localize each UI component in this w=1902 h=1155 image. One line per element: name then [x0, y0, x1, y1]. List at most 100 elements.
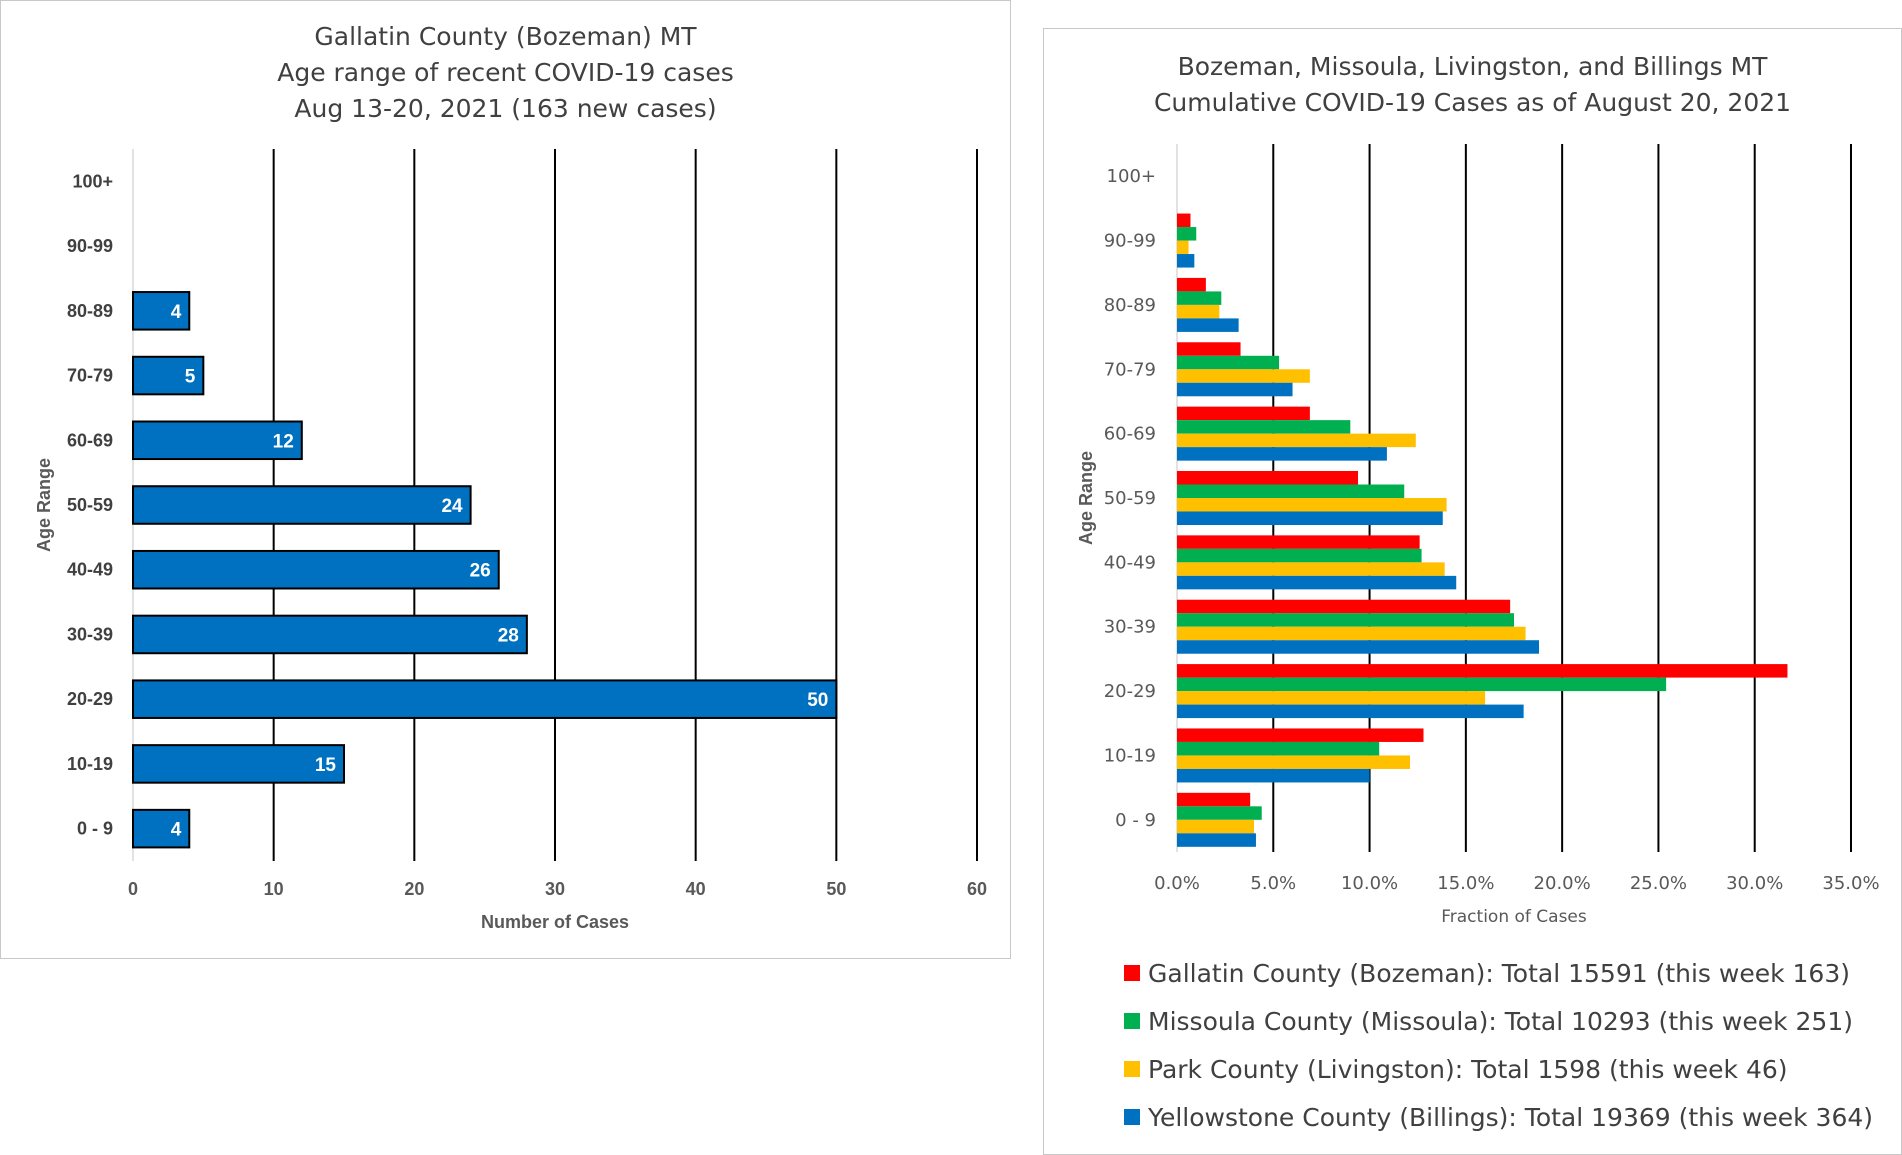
x-tick-label: 60	[967, 879, 987, 899]
y-tick-label: 60-69	[1104, 424, 1156, 445]
y-tick-label: 100+	[72, 171, 113, 191]
y-tick-label: 10-19	[1104, 745, 1156, 766]
bar	[1177, 741, 1380, 756]
bar	[1177, 498, 1447, 512]
bar-data-label: 28	[498, 625, 519, 646]
legend-swatch	[1124, 1013, 1140, 1029]
bar	[1177, 342, 1241, 356]
bar	[1177, 806, 1262, 820]
x-tick-label: 30.0%	[1726, 873, 1783, 894]
x-tick-label: 20	[404, 879, 424, 899]
bar	[1177, 562, 1445, 576]
y-tick-label: 70-79	[1104, 359, 1156, 380]
x-tick-label: 10.0%	[1341, 873, 1398, 894]
bar	[1177, 599, 1511, 614]
x-tick-label: 5.0%	[1250, 873, 1296, 894]
bar-data-label: 26	[470, 561, 491, 582]
bar-data-label: 4	[171, 820, 182, 841]
bar	[132, 614, 528, 655]
x-tick-label: 0	[128, 879, 138, 899]
bar	[1177, 833, 1256, 847]
bar	[1177, 728, 1424, 742]
y-axis-label: Age Range	[1076, 451, 1096, 545]
x-tick-label: 35.0%	[1822, 873, 1879, 894]
legend-swatch	[1124, 965, 1140, 981]
x-tick-label: 15.0%	[1437, 873, 1494, 894]
legend-label: Gallatin County (Bozeman): Total 15591 (…	[1148, 958, 1851, 988]
x-tick-label: 25.0%	[1630, 873, 1687, 894]
bar	[1177, 704, 1524, 719]
bar	[1177, 240, 1189, 255]
bar	[1177, 792, 1251, 807]
bar	[1177, 369, 1310, 383]
y-tick-label: 10-19	[67, 754, 113, 774]
bar	[1177, 511, 1443, 525]
bar	[1177, 471, 1359, 485]
bar	[1177, 447, 1387, 461]
x-axis-label: Fraction of Cases	[1441, 907, 1587, 927]
bar	[1177, 664, 1788, 678]
bar-data-label: 4	[171, 302, 182, 323]
legend-swatch	[1124, 1061, 1140, 1077]
bar	[132, 355, 205, 396]
bar	[1177, 755, 1411, 769]
legend-label: Yellowstone County (Billings): Total 193…	[1148, 1102, 1874, 1132]
y-tick-label: 90-99	[67, 236, 113, 256]
bar	[1177, 420, 1351, 434]
bar	[1177, 382, 1293, 397]
y-tick-label: 90-99	[1104, 231, 1156, 252]
left-chart-title: Gallatin County (Bozeman) MT Age range o…	[1, 19, 1010, 127]
bar	[1177, 227, 1197, 241]
bar	[1177, 819, 1255, 834]
legend-label: Missoula County (Missoula): Total 10293 …	[1148, 1006, 1853, 1036]
bar	[1177, 277, 1206, 292]
y-tick-label: 20-29	[67, 689, 113, 709]
x-tick-label: 20.0%	[1534, 873, 1591, 894]
y-tick-label: 30-39	[67, 624, 113, 644]
bar	[132, 549, 500, 590]
bar-data-label: 12	[273, 431, 294, 452]
legend-swatch	[1124, 1109, 1140, 1125]
bar	[1177, 677, 1667, 692]
x-tick-label: 40	[686, 879, 706, 899]
y-axis-label: Age Range	[34, 458, 54, 552]
bar	[132, 485, 472, 525]
right-chart-panel: Bozeman, Missoula, Livingston, and Billi…	[1043, 28, 1902, 1155]
bar	[132, 420, 303, 461]
left-chart-plot: 0 10 20 30 40 50 60 0 - 9 4 10-19 15 20-29 50 30-39 28…	[34, 149, 987, 932]
right-chart-title-line-1: Bozeman, Missoula, Livingston, and Billi…	[1177, 52, 1768, 81]
bar	[1177, 613, 1514, 627]
bar	[1177, 355, 1280, 370]
x-tick-label: 0.0%	[1154, 873, 1200, 894]
right-chart-legend: Gallatin County (Bozeman): Total 15591 (…	[1124, 949, 1873, 1141]
y-tick-label: 100+	[1107, 166, 1156, 187]
bar-data-label: 15	[315, 755, 337, 776]
bar	[1177, 213, 1191, 228]
left-chart-title-line-3: Aug 13-20, 2021 (163 new cases)	[294, 94, 717, 123]
bar	[1177, 484, 1405, 498]
legend-item: Gallatin County (Bozeman): Total 15591 (…	[1124, 949, 1873, 997]
bar	[132, 291, 191, 331]
legend-label: Park County (Livingston): Total 1598 (th…	[1148, 1054, 1788, 1084]
x-tick-label: 30	[545, 879, 565, 899]
y-tick-label: 0 - 9	[1115, 810, 1156, 831]
legend-item: Missoula County (Missoula): Total 10293 …	[1124, 997, 1873, 1045]
y-tick-label: 70-79	[67, 366, 113, 386]
bar	[1177, 548, 1422, 563]
bar	[1177, 254, 1195, 268]
x-tick-label: 10	[264, 879, 284, 899]
bar	[132, 744, 345, 784]
left-chart-panel: Gallatin County (Bozeman) MT Age range o…	[0, 0, 1011, 959]
bar	[1177, 768, 1370, 783]
bar	[1177, 291, 1222, 305]
bar	[1177, 318, 1239, 332]
bar	[1177, 575, 1457, 590]
bar	[1177, 433, 1416, 448]
y-tick-label: 80-89	[1104, 295, 1156, 316]
bar-data-label: 5	[185, 367, 196, 388]
right-chart-title-line-2: Cumulative COVID-19 Cases as of August 2…	[1153, 88, 1792, 117]
bar	[1177, 304, 1220, 319]
left-chart-title-line-1: Gallatin County (Bozeman) MT	[314, 22, 697, 51]
y-tick-label: 80-89	[67, 301, 113, 321]
right-chart-title: Bozeman, Missoula, Livingston, and Billi…	[1044, 49, 1901, 121]
